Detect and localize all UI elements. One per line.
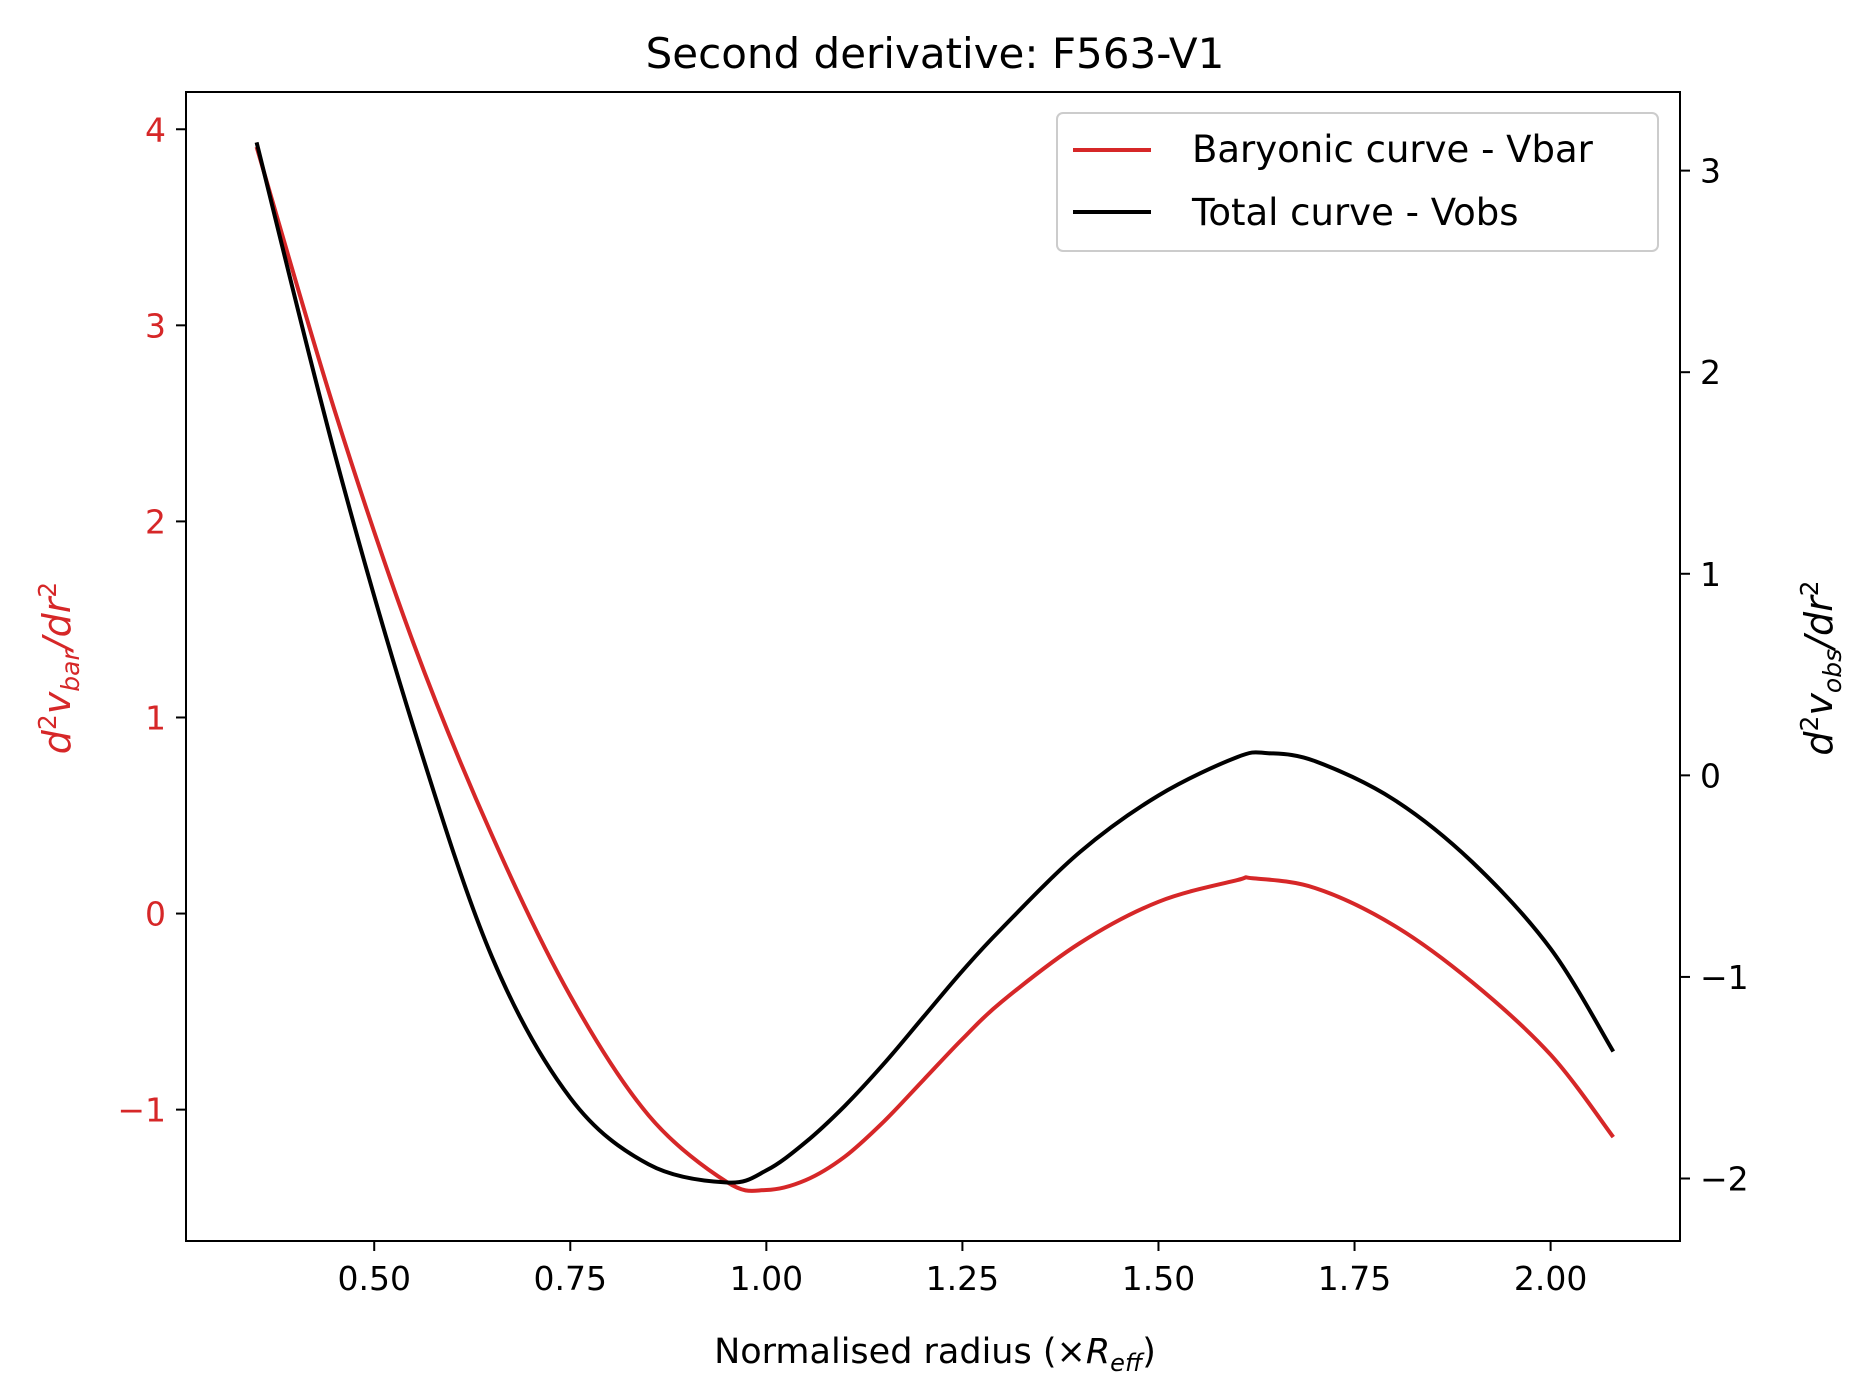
y-axis-left-label: d2vbar/dr2 bbox=[33, 582, 85, 754]
series-line-vobs bbox=[254, 141, 1616, 1185]
x-axis-label-main: Normalised radius (× bbox=[714, 1332, 1086, 1372]
y-right-label-sup2: 2 bbox=[1795, 580, 1824, 596]
y-left-label-v: v bbox=[35, 691, 79, 714]
y-right-tick-label: −2 bbox=[1700, 1160, 1749, 1199]
y-left-tick-label: 1 bbox=[145, 698, 166, 737]
x-axis-label-close: ) bbox=[1142, 1332, 1156, 1372]
y-right-label-sup: 2 bbox=[1795, 716, 1824, 732]
chart-title: Second derivative: F563-V1 bbox=[646, 29, 1225, 78]
y-right-tick-label: 0 bbox=[1700, 756, 1721, 795]
x-tick-label: 1.50 bbox=[1122, 1259, 1195, 1298]
y-right-tick-label: 3 bbox=[1700, 152, 1721, 191]
y-left-label-d: d bbox=[35, 729, 79, 754]
legend-box bbox=[1056, 112, 1659, 252]
y-right-tick-label: −1 bbox=[1700, 958, 1749, 997]
y-left-label-sub: bar bbox=[56, 649, 85, 692]
x-tick-label: 0.75 bbox=[534, 1259, 607, 1298]
y-left-label-rest: /dr bbox=[35, 595, 79, 653]
y-left-tick-label: 0 bbox=[145, 895, 166, 934]
x-axis-label-symbol: R bbox=[1086, 1332, 1110, 1372]
y-left-label-sup2: 2 bbox=[33, 582, 62, 598]
x-axis-label: Normalised radius (×Reff) bbox=[714, 1332, 1156, 1377]
y-right-label-rest: /dr bbox=[1797, 594, 1841, 652]
series-layer bbox=[254, 141, 1616, 1193]
legend-label-vbar: Baryonic curve - Vbar bbox=[1192, 128, 1594, 171]
x-tick-label: 0.50 bbox=[337, 1259, 410, 1298]
y-left-tick-label: 4 bbox=[145, 110, 166, 149]
y-left-tick-label: 2 bbox=[145, 502, 166, 541]
series-line-vbar bbox=[254, 146, 1615, 1193]
y-right-tick-label: 1 bbox=[1700, 555, 1721, 594]
y-left-tick-label: −1 bbox=[117, 1091, 166, 1130]
y-right-label-v: v bbox=[1797, 693, 1841, 716]
plot-frame bbox=[185, 91, 1681, 1242]
y-right-label-d: d bbox=[1797, 731, 1841, 756]
x-tick-label: 2.00 bbox=[1514, 1259, 1587, 1298]
legend-label-vobs: Total curve - Vobs bbox=[1191, 191, 1519, 234]
y-left-tick-label: 3 bbox=[145, 306, 166, 345]
y-left-label-sup: 2 bbox=[33, 714, 62, 730]
y-right-label-sub: obs bbox=[1818, 649, 1847, 693]
x-tick-label: 1.25 bbox=[926, 1259, 999, 1298]
y-right-tick-label: 2 bbox=[1700, 353, 1721, 392]
x-axis-label-subscript: eff bbox=[1110, 1349, 1145, 1377]
ticks-layer: 0.50 0.75 1.00 1.25 1.50 1.75 2.00 −1 0 1 2 3 4 −2 −1 0… bbox=[117, 110, 1748, 1298]
x-tick-label: 1.00 bbox=[730, 1259, 803, 1298]
legend: Baryonic curve - Vbar Total curve - Vobs bbox=[1056, 112, 1659, 252]
y-axis-right-label: d2vobs/dr2 bbox=[1795, 580, 1847, 755]
x-tick-label: 1.75 bbox=[1318, 1259, 1391, 1298]
